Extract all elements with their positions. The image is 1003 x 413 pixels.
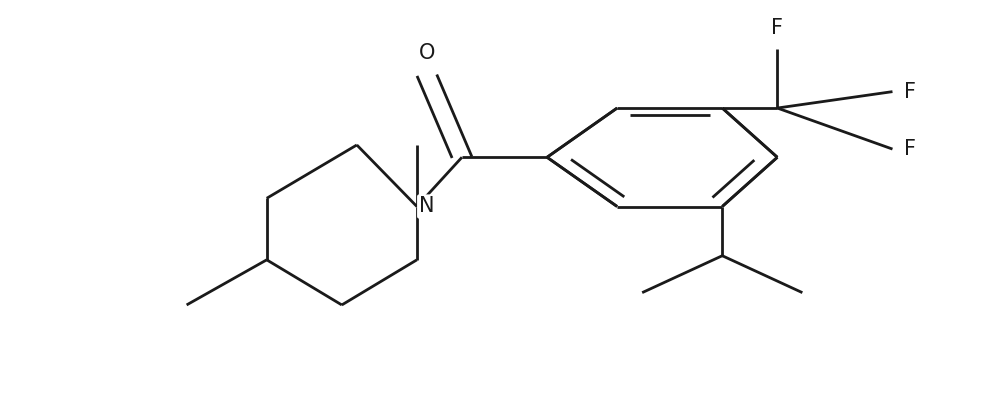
Text: F: F [904,139,916,159]
Text: F: F [770,18,782,38]
Text: N: N [418,197,434,216]
Text: O: O [418,43,434,63]
Text: O: O [418,43,434,63]
Text: N: N [418,197,434,216]
Text: F: F [904,82,916,102]
